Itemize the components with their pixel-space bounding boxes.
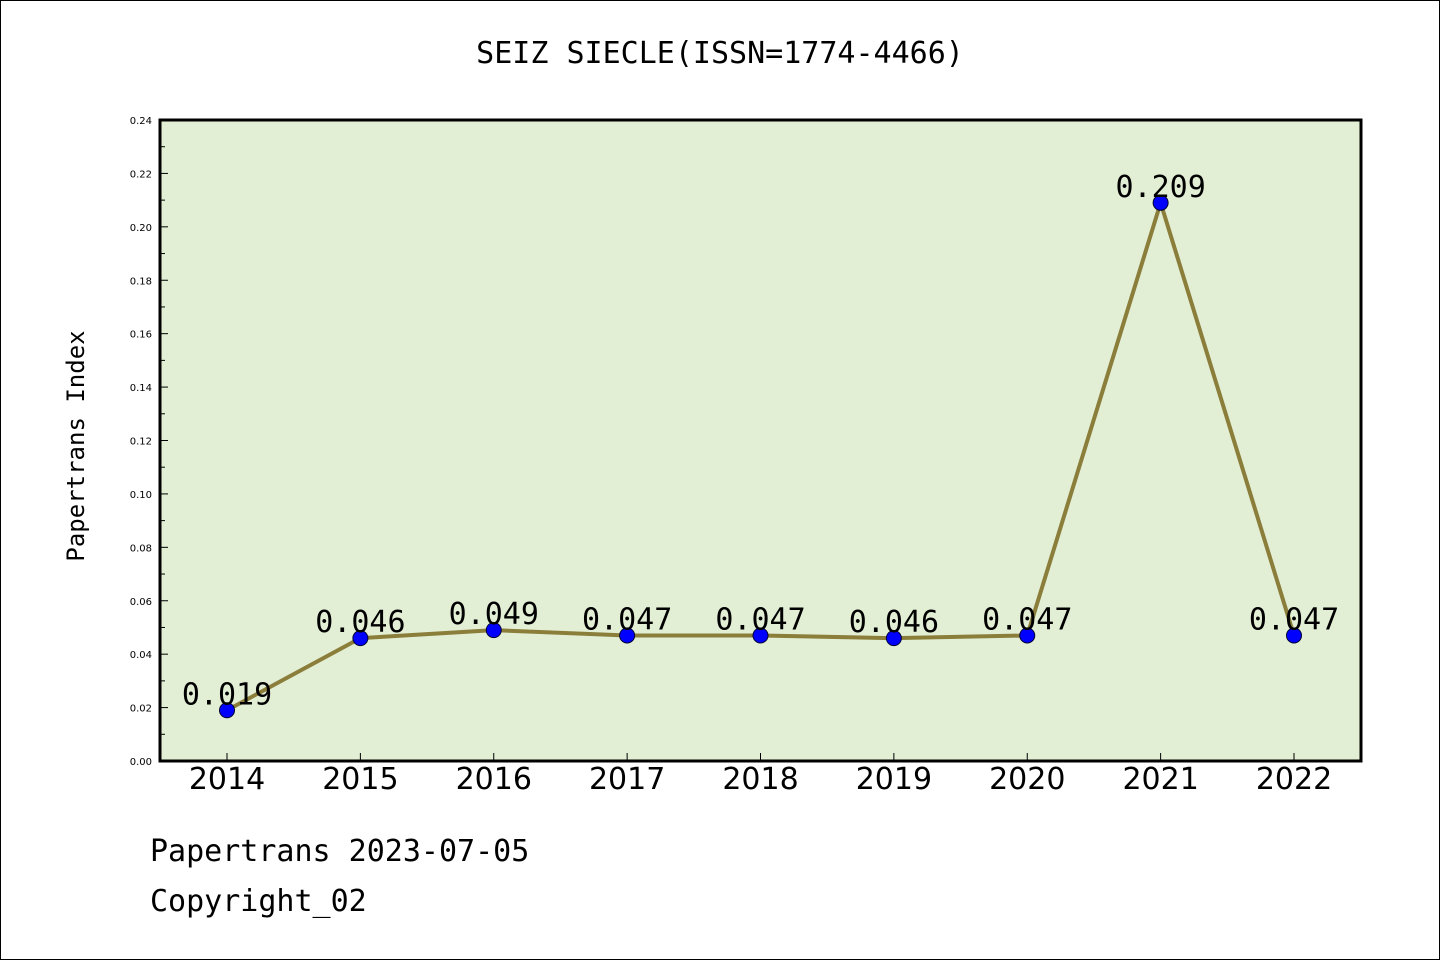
- data-value-label: 0.046: [315, 605, 405, 640]
- x-tick-label: 2022: [1256, 762, 1332, 797]
- data-value-label: 0.046: [849, 605, 939, 640]
- x-tick-label: 2019: [856, 762, 932, 797]
- data-point-marker: [219, 702, 235, 719]
- data-point-marker: [1286, 627, 1302, 644]
- y-tick-label: 0.10: [130, 490, 152, 501]
- data-labels: 0.019 0.046 0.049 0.047 0.047 0.046 0.047 0.209…: [182, 170, 1339, 712]
- x-axis-ticks: 2014 2015 2016 2017 2018 2019 2020 2021 2022: [189, 753, 1332, 797]
- y-tick-label: 0.00: [130, 757, 152, 768]
- data-value-label: 0.047: [1249, 602, 1339, 637]
- plot-border: [158, 118, 1363, 763]
- plot-area: [160, 120, 1361, 761]
- y-tick-label: 0.18: [130, 276, 152, 287]
- data-value-label: 0.049: [449, 597, 539, 632]
- data-point-marker: [885, 630, 902, 647]
- y-tick-label: 0.08: [130, 543, 152, 554]
- y-tick-label: 0.12: [130, 437, 152, 448]
- y-tick-label: 0.06: [130, 597, 152, 608]
- data-value-label: 0.209: [1115, 170, 1205, 205]
- data-point-marker: [1019, 627, 1036, 644]
- y-axis-label: Papertrans Index: [62, 330, 90, 561]
- y-tick-label: 0.14: [130, 383, 152, 394]
- x-tick-label: 2018: [722, 762, 798, 797]
- chart-title: SEIZ SIECLE(ISSN=1774-4466): [476, 36, 964, 71]
- y-tick-label: 0.24: [130, 116, 152, 127]
- y-tick-label: 0.16: [130, 330, 152, 341]
- footer-copyright: Copyright_02: [150, 884, 367, 919]
- x-tick-label: 2014: [189, 762, 265, 797]
- y-tick-label: 0.02: [130, 704, 152, 715]
- series-markers: [219, 194, 1302, 719]
- data-point-marker: [485, 622, 502, 639]
- data-point-marker: [1152, 194, 1169, 211]
- data-point-marker: [752, 627, 769, 644]
- y-tick-label: 0.04: [130, 650, 152, 661]
- y-tick-label: 0.20: [130, 223, 152, 234]
- x-tick-label: 2020: [989, 762, 1065, 797]
- y-tick-label: 0.22: [130, 169, 152, 180]
- data-point-marker: [619, 627, 636, 644]
- data-value-label: 0.047: [982, 602, 1072, 637]
- data-value-label: 0.019: [182, 677, 272, 712]
- x-tick-label: 2017: [589, 762, 665, 797]
- data-value-label: 0.047: [715, 602, 805, 637]
- footer-date: Papertrans 2023-07-05: [150, 834, 530, 869]
- x-tick-label: 2021: [1122, 762, 1198, 797]
- data-value-label: 0.047: [582, 602, 672, 637]
- data-point-marker: [352, 630, 369, 647]
- x-tick-label: 2015: [322, 762, 398, 797]
- x-tick-label: 2016: [456, 762, 532, 797]
